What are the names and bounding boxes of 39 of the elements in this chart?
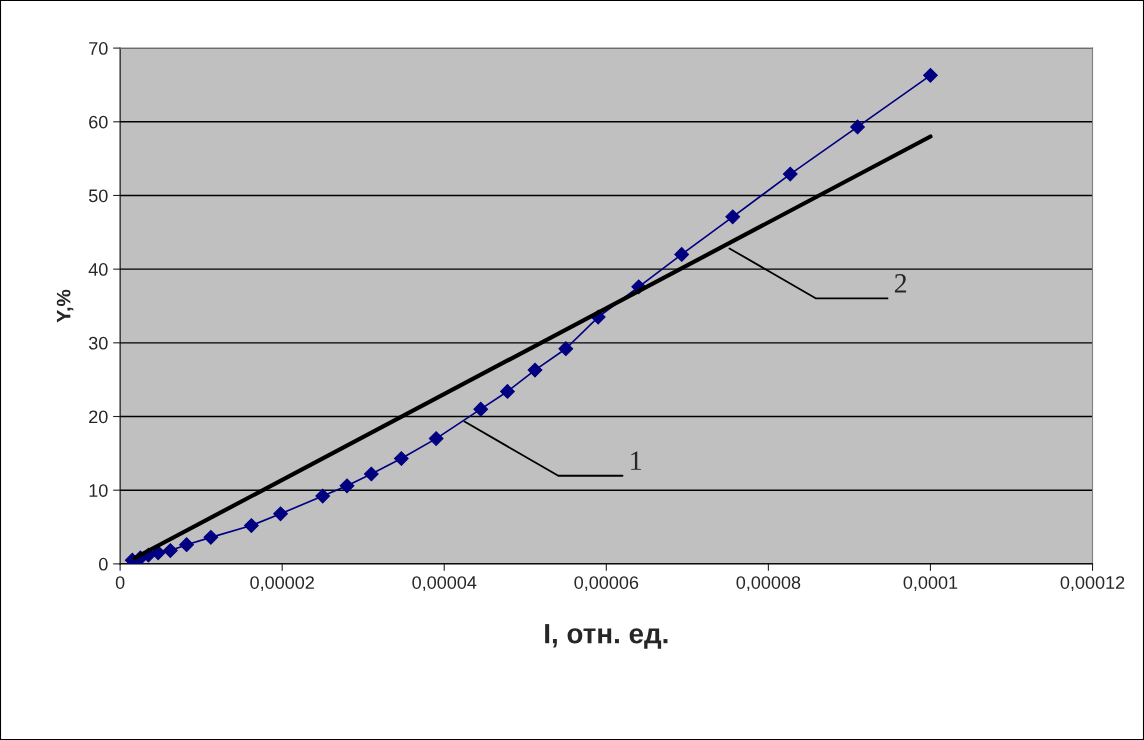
point — [782, 166, 798, 182]
point — [162, 543, 178, 559]
point — [179, 537, 194, 553]
x-tick-label: 0,00002 — [250, 576, 314, 592]
x-tick-label: 0,00012 — [1060, 576, 1125, 592]
point — [273, 506, 288, 522]
point — [339, 478, 355, 494]
point — [244, 518, 259, 533]
point — [500, 384, 515, 399]
point — [363, 466, 379, 482]
y-tick-label: 60 — [89, 115, 108, 129]
point — [428, 431, 444, 447]
x-tick-label: 0 — [115, 576, 125, 589]
annotation: 1 — [631, 451, 641, 470]
x-tick-label: 0,00004 — [412, 576, 477, 592]
y-tick-label: 50 — [88, 189, 108, 203]
point — [203, 529, 219, 545]
y-axis-title: Y,% — [56, 289, 74, 323]
x-tick-label: 0,0001 — [903, 576, 958, 592]
point — [558, 341, 574, 357]
x-tick-label: 0,00006 — [574, 576, 639, 592]
annotation: 2 — [894, 274, 907, 293]
point — [850, 119, 865, 135]
point — [674, 247, 690, 262]
y-tick-label: 10 — [89, 484, 108, 497]
y-tick-label: 30 — [88, 336, 108, 350]
point — [473, 401, 489, 417]
x-tick-label: 0,00008 — [736, 576, 801, 592]
y-tick-label: 70 — [89, 42, 108, 55]
point — [527, 362, 543, 378]
y-tick-label: 0 — [98, 557, 108, 571]
y-tick-label: 20 — [89, 410, 108, 424]
point — [923, 67, 938, 83]
point — [725, 209, 741, 225]
x-axis-title: I, отн. ед. — [545, 624, 668, 649]
point — [393, 451, 409, 466]
point — [150, 545, 166, 561]
point — [315, 488, 331, 504]
y-tick-label: 40 — [88, 263, 108, 276]
